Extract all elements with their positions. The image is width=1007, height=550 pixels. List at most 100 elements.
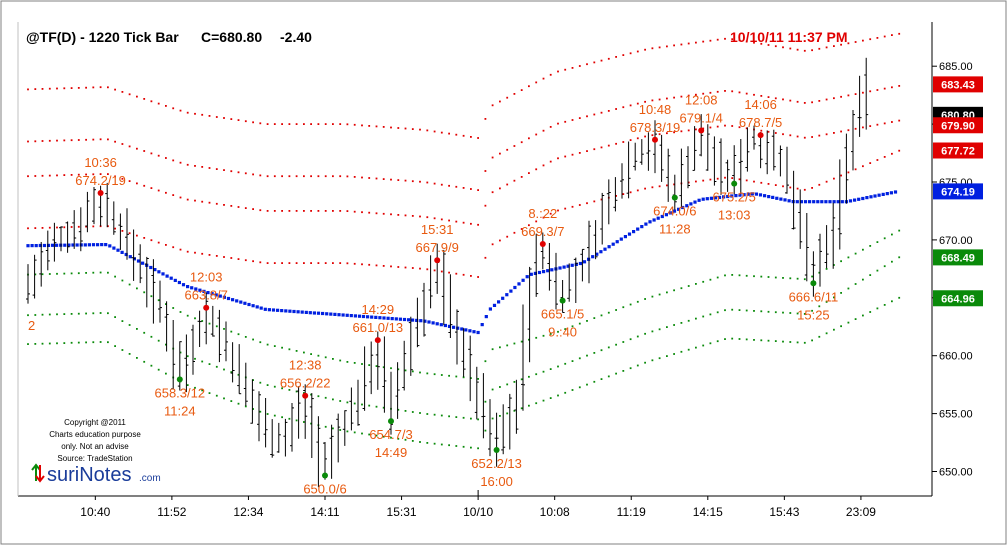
band-dot xyxy=(658,46,661,49)
band-dot xyxy=(63,272,66,275)
band-dot xyxy=(847,94,850,97)
band-dot xyxy=(636,50,639,53)
band-dot xyxy=(128,180,131,182)
band-dot xyxy=(557,209,559,212)
band-dot xyxy=(869,90,872,93)
band-dot xyxy=(731,125,734,127)
ma-dot xyxy=(758,193,763,197)
price-bar xyxy=(600,192,605,245)
band-dot xyxy=(136,147,138,150)
swing-high-marker xyxy=(652,136,658,143)
band-dot xyxy=(789,134,792,137)
ma-dot xyxy=(104,243,108,247)
band-dot xyxy=(658,293,661,296)
band-dot xyxy=(789,277,792,280)
price-bar xyxy=(131,229,136,281)
price-bar xyxy=(560,280,565,313)
band-dot xyxy=(586,63,588,66)
ma-dot xyxy=(468,329,472,333)
band-dot xyxy=(448,444,450,447)
band-dot xyxy=(898,296,901,299)
band-dot xyxy=(208,115,211,117)
band-dot xyxy=(63,313,66,315)
band-dot xyxy=(571,389,574,391)
band-dot xyxy=(811,49,813,52)
ma-dot xyxy=(141,261,145,265)
ma-dot xyxy=(169,276,173,280)
band-dot xyxy=(186,250,189,253)
band-dot xyxy=(571,325,574,328)
band-dot xyxy=(419,371,421,374)
band-dot xyxy=(811,275,813,278)
ma-dot xyxy=(632,230,636,234)
band-dot xyxy=(317,395,320,398)
band-dot xyxy=(833,45,835,47)
ma-dot xyxy=(570,263,574,267)
price-bar xyxy=(138,244,143,284)
ma-dot xyxy=(889,191,893,195)
band-dot xyxy=(266,175,269,178)
ma-dot xyxy=(337,313,341,317)
band-dot xyxy=(419,128,421,131)
band-dot xyxy=(288,210,291,212)
price-bar xyxy=(765,130,770,175)
band-dot xyxy=(85,86,87,89)
band-dot xyxy=(230,118,233,120)
band-dot xyxy=(339,123,342,125)
band-dot xyxy=(165,191,167,194)
band-dot xyxy=(136,234,138,237)
band-dot xyxy=(273,414,276,417)
band-dot xyxy=(702,280,705,283)
band-dot xyxy=(477,189,479,191)
band-dot xyxy=(41,227,44,229)
band-dot xyxy=(317,354,320,357)
band-dot xyxy=(636,300,639,303)
upper-band-series xyxy=(27,119,901,226)
band-dot xyxy=(157,102,160,105)
band-dot xyxy=(281,387,283,390)
ma-dot xyxy=(411,318,415,322)
band-dot xyxy=(499,152,501,155)
ma-dot xyxy=(259,306,263,310)
band-dot xyxy=(542,164,545,167)
price-tag-label: 679.90 xyxy=(941,120,975,132)
band-dot xyxy=(361,403,363,406)
price-bar xyxy=(448,274,453,338)
ma-dot xyxy=(447,324,452,328)
band-dot xyxy=(172,159,175,162)
band-dot xyxy=(651,186,654,189)
band-dot xyxy=(847,171,850,174)
band-dot xyxy=(796,187,799,190)
band-dot xyxy=(535,168,538,171)
ma-dot xyxy=(689,202,693,206)
band-dot xyxy=(324,210,327,212)
band-dot xyxy=(658,98,661,101)
band-dot xyxy=(847,129,850,132)
band-dot xyxy=(564,120,567,123)
band-dot xyxy=(63,342,66,344)
y-tick-label: 670.00 xyxy=(939,235,973,247)
band-dot xyxy=(382,126,385,128)
band-dot xyxy=(803,188,806,191)
band-dot xyxy=(666,355,668,357)
price-bar xyxy=(507,393,512,450)
band-dot xyxy=(491,243,494,246)
band-dot xyxy=(753,93,755,96)
band-dot xyxy=(666,291,668,294)
ma-dot xyxy=(435,322,439,326)
band-dot xyxy=(440,131,443,134)
price-bar xyxy=(725,159,730,192)
band-dot xyxy=(549,368,552,370)
band-dot xyxy=(738,274,741,277)
price-bar xyxy=(26,264,30,304)
band-dot xyxy=(803,136,806,139)
band-dot xyxy=(847,321,850,324)
band-dot xyxy=(687,319,690,322)
band-dot xyxy=(673,324,675,326)
band-dot xyxy=(128,232,131,235)
ma-dot xyxy=(513,285,517,290)
price-bar xyxy=(402,340,407,391)
ma-dot xyxy=(370,315,374,319)
band-dot xyxy=(411,180,414,183)
band-dot xyxy=(738,309,741,311)
